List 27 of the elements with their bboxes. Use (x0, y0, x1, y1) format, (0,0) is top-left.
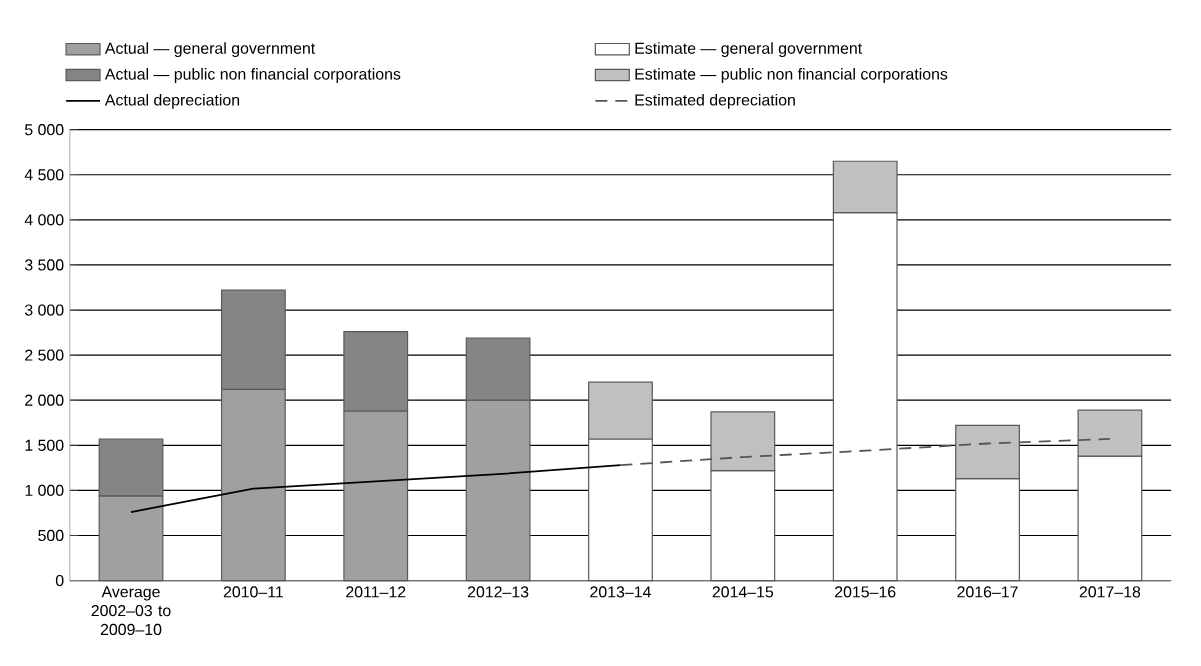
line-series (130, 464, 622, 513)
x-tick-label: 2014–15 (712, 586, 774, 598)
y-tick-label: 3 000 (24, 304, 64, 316)
x-tick-label: 2016–17 (957, 586, 1018, 598)
legend-label: Estimated depreciation (635, 93, 795, 109)
x-tick-label: 2017–18 (1079, 586, 1141, 598)
y-tick-label: 4 000 (24, 214, 64, 226)
y-tick-label: 1 000 (25, 484, 64, 496)
x-tick-label: Average 2002–03 to 2009–10 (91, 586, 171, 635)
x-tick-label: 2015–16 (835, 586, 896, 598)
legend-label: Actual — public non financial corporations (104, 67, 401, 83)
legend-label: Estimate — general government (635, 42, 863, 57)
legend-label: Actual depreciation (104, 93, 240, 109)
x-tick-label: 2013–14 (590, 586, 651, 598)
y-tick-label: 2 000 (25, 394, 64, 406)
y-tick-label: 2 500 (25, 349, 64, 361)
x-tick-label: 2010–11 (223, 586, 283, 598)
y-tick-label: 5 000 (24, 123, 64, 136)
y-tick-label: 4 500 (24, 168, 64, 181)
y-tick-label: 3 500 (24, 259, 64, 271)
y-tick-label: 0 (55, 574, 64, 587)
y-tick-label: 1 500 (25, 439, 64, 451)
legend-label: Estimate — public non financial corporations (635, 67, 948, 83)
x-tick-label: 2011–12 (346, 586, 406, 598)
x-tick-label: 2012–13 (467, 586, 529, 598)
legend-label: Actual — general government (104, 42, 316, 57)
y-tick-label: 500 (38, 529, 64, 541)
